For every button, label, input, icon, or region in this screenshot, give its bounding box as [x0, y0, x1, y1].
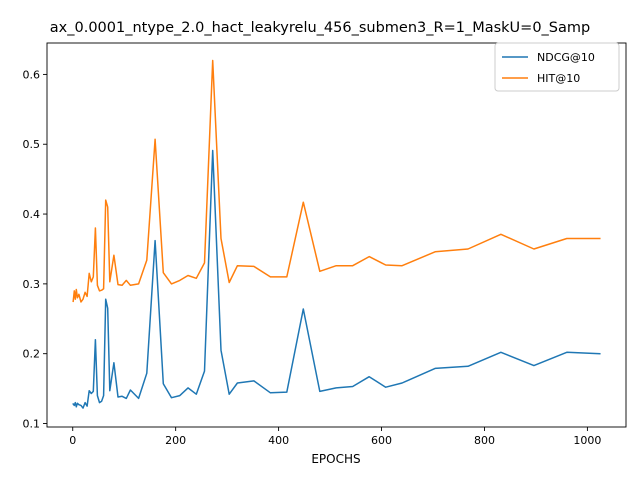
- series-line-ndcg: [72, 149, 601, 409]
- x-axis-label: EPOCHS: [311, 452, 360, 466]
- series-layer: [72, 59, 601, 409]
- x-tick-label: 800: [474, 434, 495, 447]
- legend-label: NDCG@10: [537, 51, 595, 64]
- plot-frame: [46, 42, 627, 428]
- x-tick-label: 200: [165, 434, 186, 447]
- y-tick-label: 0.1: [23, 418, 41, 431]
- y-axis-ticks: 0.1 0.2 0.3 0.4 0.5 0.6: [23, 68, 47, 431]
- series-line-hit: [72, 59, 601, 303]
- y-tick-label: 0.2: [23, 348, 41, 361]
- y-tick-label: 0.6: [23, 68, 41, 81]
- y-tick-label: 0.4: [23, 208, 41, 221]
- legend-label: HIT@10: [537, 72, 580, 85]
- y-tick-label: 0.5: [23, 138, 41, 151]
- x-tick-label: 1000: [573, 434, 601, 447]
- x-axis-ticks: 0 200 400 600 800 1000: [69, 427, 601, 447]
- x-tick-label: 400: [268, 434, 289, 447]
- legend: NDCG@10 HIT@10: [494, 42, 620, 92]
- y-tick-label: 0.3: [23, 278, 41, 291]
- x-tick-label: 0: [69, 434, 76, 447]
- x-tick-label: 600: [371, 434, 392, 447]
- chart-title: ax_0.0001_ntype_2.0_hact_leakyrelu_456_s…: [50, 20, 590, 36]
- legend-box: [494, 42, 620, 92]
